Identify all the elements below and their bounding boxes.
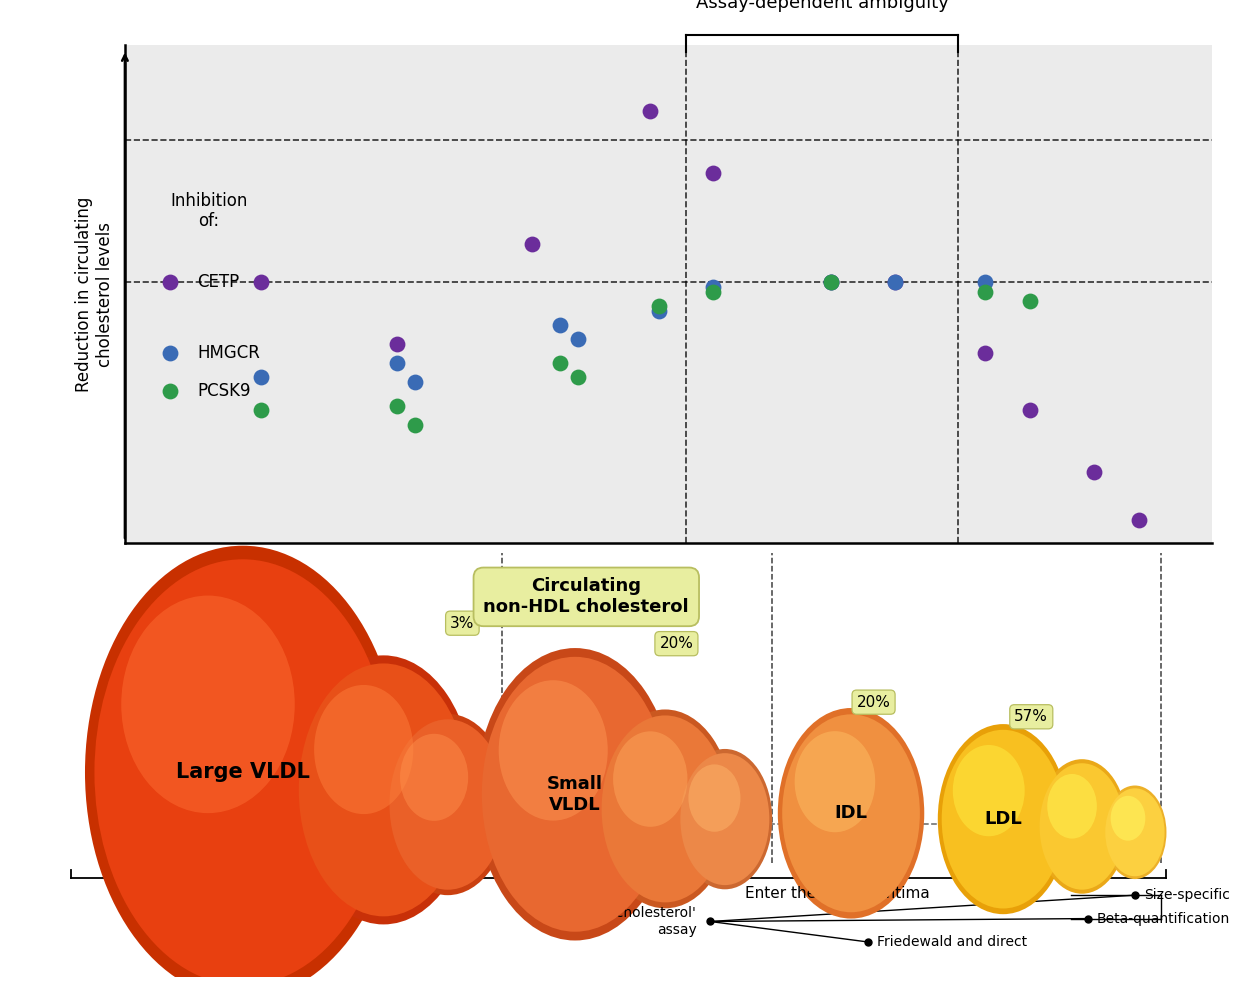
Point [884,274,904,290]
Text: Assay-dependent ambiguity: Assay-dependent ambiguity [696,0,948,12]
Point [386,398,406,414]
Point [386,355,406,371]
Ellipse shape [299,663,468,916]
Ellipse shape [782,714,919,912]
Point [858,934,878,950]
Point [821,274,841,290]
Text: 57%: 57% [1014,709,1048,724]
Text: Size-specific: Size-specific [1144,888,1230,902]
Ellipse shape [1037,759,1127,893]
Ellipse shape [794,731,876,832]
Ellipse shape [613,732,687,827]
Point [1078,910,1098,926]
Point [550,355,570,371]
Ellipse shape [778,708,924,918]
Point [703,166,723,181]
Text: Circulating
non-HDL cholesterol: Circulating non-HDL cholesterol [483,577,689,616]
Point [975,346,995,362]
Ellipse shape [476,648,674,940]
Point [550,317,570,333]
Text: 20%: 20% [659,636,693,651]
Point [703,284,723,300]
Ellipse shape [597,710,733,908]
Point [251,369,271,385]
Ellipse shape [482,657,668,932]
Point [405,374,425,390]
Text: Do not enter the arterial intima: Do not enter the arterial intima [162,886,402,901]
Point [649,298,669,314]
Text: PCSK9: PCSK9 [197,383,251,401]
Ellipse shape [602,716,728,902]
Ellipse shape [688,765,741,831]
Ellipse shape [1047,774,1097,838]
Text: 'LDL-cholesterol'
assay: 'LDL-cholesterol' assay [582,906,697,936]
Point [251,403,271,419]
Point [522,236,542,252]
Point [251,274,271,290]
Ellipse shape [121,595,295,814]
Ellipse shape [386,714,510,895]
Text: Beta-quantification: Beta-quantification [1097,911,1230,925]
Point [1125,887,1145,903]
Point [821,274,841,290]
Text: Enter the arterial intima: Enter the arterial intima [746,886,931,901]
Point [160,384,180,400]
Point [639,104,659,120]
Y-axis label: Reduction in circulating
cholesterol levels: Reduction in circulating cholesterol lev… [75,196,114,392]
Point [1020,403,1040,419]
Point [160,346,180,362]
Text: HMGCR: HMGCR [197,344,260,363]
Ellipse shape [294,655,473,924]
Point [975,284,995,300]
Text: CETP: CETP [197,273,240,291]
Text: 20%: 20% [857,695,891,710]
Ellipse shape [390,719,506,889]
Ellipse shape [1039,764,1124,889]
Ellipse shape [313,685,413,815]
Ellipse shape [677,749,772,889]
Ellipse shape [85,545,401,997]
Text: Large VLDL: Large VLDL [176,763,310,783]
Ellipse shape [1105,789,1164,876]
Ellipse shape [938,724,1068,914]
Point [1020,293,1040,309]
Ellipse shape [95,559,391,985]
Text: 3%: 3% [450,616,475,631]
Text: Small
VLDL: Small VLDL [547,775,603,814]
Text: LDL: LDL [984,811,1022,829]
Point [649,303,669,319]
Ellipse shape [400,734,468,821]
Point [567,369,587,385]
Point [386,336,406,352]
Point [567,331,587,347]
Point [884,274,904,290]
Point [975,274,995,290]
Point [703,279,723,295]
Point [1129,511,1149,527]
Ellipse shape [498,680,608,821]
Text: IDL: IDL [834,805,868,823]
Point [821,274,841,290]
Point [160,274,180,290]
Point [405,417,425,433]
Text: Inhibition
of:: Inhibition of: [170,191,247,230]
Ellipse shape [1110,796,1145,840]
Ellipse shape [1103,786,1167,879]
Point [701,913,721,929]
Point [1084,465,1104,481]
Ellipse shape [942,730,1064,908]
Text: Friedewald and direct: Friedewald and direct [877,935,1027,949]
Ellipse shape [681,753,769,885]
Ellipse shape [953,745,1024,836]
